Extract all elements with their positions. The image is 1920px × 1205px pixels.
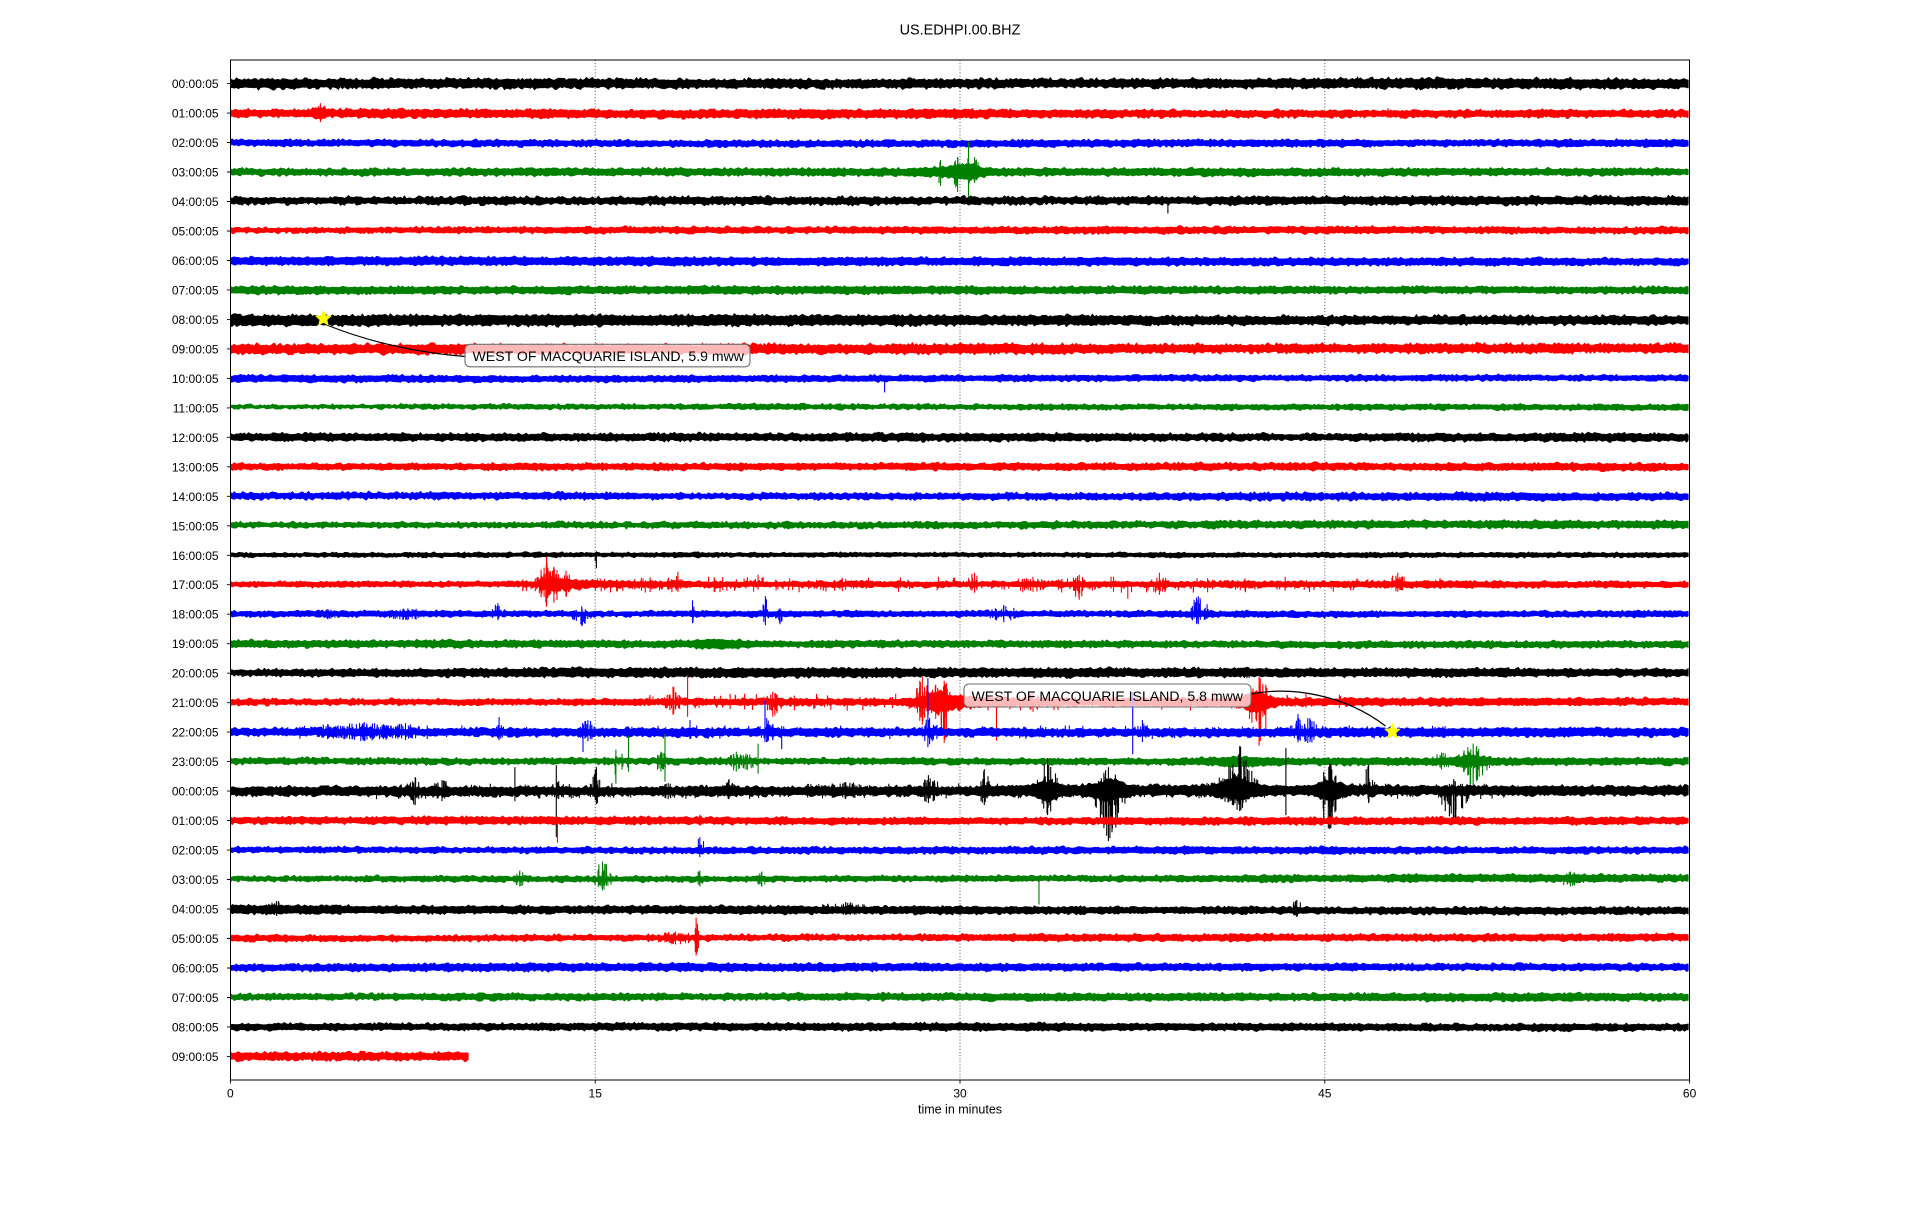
svg-text:30: 30 [953, 1086, 967, 1100]
svg-text:07:00:05: 07:00:05 [172, 283, 219, 297]
svg-text:12:00:05: 12:00:05 [172, 431, 219, 445]
svg-text:03:00:05: 03:00:05 [172, 873, 219, 887]
svg-text:11:00:05: 11:00:05 [173, 401, 219, 415]
svg-text:04:00:05: 04:00:05 [172, 903, 219, 917]
svg-text:0: 0 [227, 1086, 234, 1100]
svg-text:00:00:05: 00:00:05 [172, 77, 219, 91]
svg-text:00:00:05: 00:00:05 [172, 785, 219, 799]
svg-text:23:00:05: 23:00:05 [172, 755, 219, 769]
svg-text:20:00:05: 20:00:05 [172, 667, 219, 681]
svg-text:02:00:05: 02:00:05 [172, 844, 219, 858]
svg-text:05:00:05: 05:00:05 [172, 932, 219, 946]
svg-text:04:00:05: 04:00:05 [172, 195, 219, 209]
svg-text:08:00:05: 08:00:05 [172, 1020, 219, 1034]
svg-text:WEST OF MACQUARIE ISLAND, 5.9: WEST OF MACQUARIE ISLAND, 5.9 mww [473, 348, 745, 364]
svg-text:17:00:05: 17:00:05 [172, 578, 219, 592]
svg-text:16:00:05: 16:00:05 [172, 549, 219, 563]
svg-text:08:00:05: 08:00:05 [172, 313, 219, 327]
svg-text:19:00:05: 19:00:05 [172, 637, 219, 651]
svg-text:US.EDHPI.00.BHZ: US.EDHPI.00.BHZ [900, 23, 1021, 39]
svg-text:45: 45 [1318, 1086, 1332, 1100]
svg-text:time in minutes: time in minutes [918, 1103, 1002, 1117]
svg-text:01:00:05: 01:00:05 [172, 814, 219, 828]
svg-text:02:00:05: 02:00:05 [172, 136, 219, 150]
svg-text:60: 60 [1683, 1086, 1697, 1100]
svg-text:07:00:05: 07:00:05 [172, 991, 219, 1005]
svg-text:14:00:05: 14:00:05 [172, 490, 219, 504]
svg-text:06:00:05: 06:00:05 [172, 962, 219, 976]
svg-text:WEST OF MACQUARIE ISLAND, 5.8: WEST OF MACQUARIE ISLAND, 5.8 mww [972, 688, 1244, 704]
svg-text:15:00:05: 15:00:05 [172, 519, 219, 533]
svg-text:13:00:05: 13:00:05 [172, 460, 219, 474]
svg-text:01:00:05: 01:00:05 [172, 107, 219, 121]
svg-text:09:00:05: 09:00:05 [172, 342, 219, 356]
svg-text:18:00:05: 18:00:05 [172, 608, 219, 622]
svg-text:10:00:05: 10:00:05 [172, 372, 219, 386]
svg-text:06:00:05: 06:00:05 [172, 254, 219, 268]
svg-text:22:00:05: 22:00:05 [172, 726, 219, 740]
svg-text:03:00:05: 03:00:05 [172, 166, 219, 180]
svg-text:15: 15 [589, 1086, 603, 1100]
svg-text:09:00:05: 09:00:05 [172, 1050, 219, 1064]
svg-text:05:00:05: 05:00:05 [172, 225, 219, 239]
svg-text:21:00:05: 21:00:05 [172, 696, 219, 710]
